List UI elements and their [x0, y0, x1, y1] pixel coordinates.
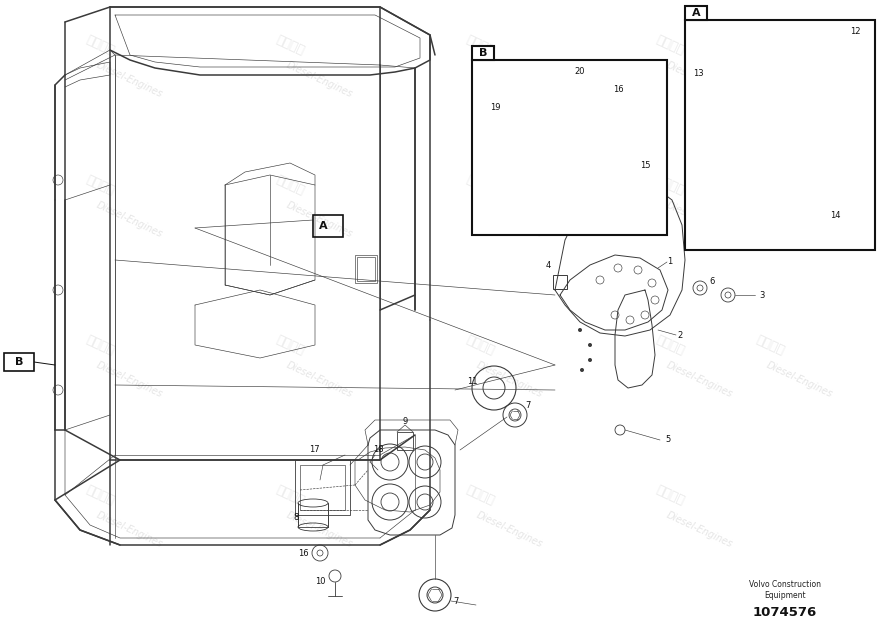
Text: 9: 9 [402, 418, 408, 426]
Circle shape [580, 368, 584, 372]
Text: 16: 16 [612, 86, 623, 94]
Text: 12: 12 [850, 28, 861, 36]
Text: Diesel-Engines: Diesel-Engines [765, 60, 835, 100]
Text: 3: 3 [759, 291, 765, 299]
Text: 11: 11 [466, 377, 477, 386]
Text: 7: 7 [525, 401, 530, 411]
Circle shape [588, 358, 592, 362]
Text: Diesel-Engines: Diesel-Engines [665, 200, 735, 240]
Text: 紧发动力: 紧发动力 [84, 173, 117, 198]
Text: 10: 10 [315, 577, 325, 586]
Bar [685, 6, 707, 20]
Bar [313, 215, 343, 237]
Bar [355, 255, 377, 283]
Text: A: A [319, 221, 328, 231]
Text: 1: 1 [668, 257, 673, 267]
Text: 13: 13 [692, 69, 703, 79]
Text: 5: 5 [666, 435, 671, 445]
Text: 紧发动力: 紧发动力 [464, 33, 497, 57]
Text: 16: 16 [297, 548, 308, 557]
Text: 15: 15 [640, 160, 651, 169]
Bar [685, 20, 875, 250]
Text: 紧发动力: 紧发动力 [464, 333, 497, 357]
Text: Diesel-Engines: Diesel-Engines [475, 200, 545, 240]
Bar [4, 353, 34, 371]
Text: 17: 17 [309, 445, 320, 455]
Text: 紧发动力: 紧发动力 [653, 173, 686, 198]
Bar [472, 60, 667, 235]
Circle shape [578, 328, 582, 332]
Text: 紧发动力: 紧发动力 [84, 483, 117, 507]
Text: 7: 7 [453, 596, 458, 606]
Text: Diesel-Engines: Diesel-Engines [475, 60, 545, 100]
Text: 紧发动力: 紧发动力 [754, 333, 787, 357]
Text: 6: 6 [709, 277, 715, 286]
Text: 20: 20 [575, 67, 586, 77]
Text: 紧发动力: 紧发动力 [84, 333, 117, 357]
Text: 紧发动力: 紧发动力 [653, 33, 686, 57]
Text: 紧发动力: 紧发动力 [273, 483, 306, 507]
Text: 紧发动力: 紧发动力 [273, 33, 306, 57]
Text: 18: 18 [373, 445, 384, 455]
Text: 紧发动力: 紧发动力 [754, 33, 787, 57]
Bar [300, 465, 345, 510]
Text: 紧发动力: 紧发动力 [273, 333, 306, 357]
Text: Diesel-Engines: Diesel-Engines [765, 200, 835, 240]
Text: A: A [692, 8, 700, 18]
Bar [553, 275, 567, 289]
Text: Diesel-Engines: Diesel-Engines [765, 360, 835, 400]
Bar [472, 46, 494, 60]
Bar [357, 257, 375, 281]
Text: B: B [15, 357, 23, 367]
Text: Diesel-Engines: Diesel-Engines [475, 510, 545, 550]
Text: 19: 19 [490, 104, 500, 113]
Text: Diesel-Engines: Diesel-Engines [95, 510, 165, 550]
Text: B: B [479, 48, 487, 58]
Text: Diesel-Engines: Diesel-Engines [285, 60, 355, 100]
Text: Diesel-Engines: Diesel-Engines [475, 360, 545, 400]
Text: 紧发动力: 紧发动力 [84, 33, 117, 57]
Text: 紧发动力: 紧发动力 [464, 173, 497, 198]
Text: Diesel-Engines: Diesel-Engines [285, 510, 355, 550]
Text: Diesel-Engines: Diesel-Engines [95, 60, 165, 100]
Text: Diesel-Engines: Diesel-Engines [665, 360, 735, 400]
Text: 1074576: 1074576 [753, 606, 817, 618]
Text: 紧发动力: 紧发动力 [754, 173, 787, 198]
Text: Diesel-Engines: Diesel-Engines [95, 200, 165, 240]
Text: 2: 2 [677, 330, 683, 340]
Text: Diesel-Engines: Diesel-Engines [95, 360, 165, 400]
Text: Diesel-Engines: Diesel-Engines [285, 200, 355, 240]
Text: Volvo Construction
Equipment: Volvo Construction Equipment [749, 581, 821, 599]
Text: 紧发动力: 紧发动力 [464, 483, 497, 507]
Text: 4: 4 [546, 260, 551, 269]
Text: 紧发动力: 紧发动力 [273, 173, 306, 198]
Text: 14: 14 [829, 211, 840, 220]
Text: Diesel-Engines: Diesel-Engines [665, 510, 735, 550]
Text: Diesel-Engines: Diesel-Engines [665, 60, 735, 100]
Text: 8: 8 [294, 513, 299, 521]
Bar [397, 432, 413, 450]
Text: Diesel-Engines: Diesel-Engines [285, 360, 355, 400]
Text: 紧发动力: 紧发动力 [653, 333, 686, 357]
Text: 紧发动力: 紧发动力 [653, 483, 686, 507]
Bar [295, 460, 350, 515]
Circle shape [588, 343, 592, 347]
